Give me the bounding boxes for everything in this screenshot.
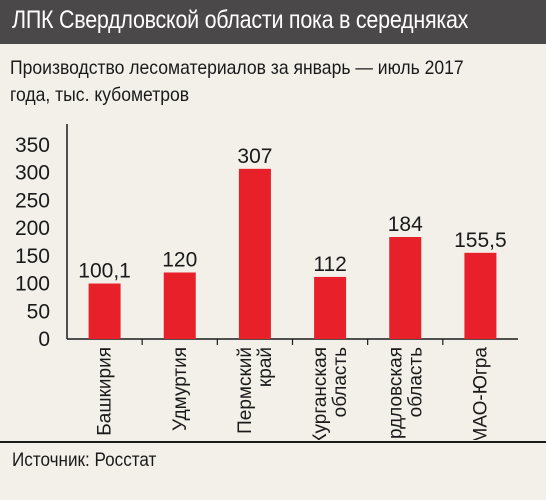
data-label: 120 bbox=[162, 248, 197, 271]
x-tick-label: Пермскийкрай bbox=[235, 347, 276, 434]
bar bbox=[314, 276, 347, 339]
data-label: 100,1 bbox=[78, 260, 131, 283]
x-tick-label: ХМАО-Югра bbox=[470, 347, 491, 440]
bar bbox=[464, 252, 497, 339]
chart-title: ЛПК Свердловской области пока в середняк… bbox=[12, 6, 469, 34]
x-tick-label: Удмуртия bbox=[170, 347, 191, 431]
bar bbox=[389, 237, 422, 339]
y-tick-label: 300 bbox=[15, 162, 50, 185]
footer-divider bbox=[0, 441, 546, 443]
bar bbox=[163, 272, 196, 339]
y-tick-label: 150 bbox=[15, 245, 50, 268]
y-tick-label: 250 bbox=[15, 189, 50, 212]
data-label: 184 bbox=[388, 213, 423, 236]
y-tick-label: 50 bbox=[27, 300, 50, 323]
title-bar: ЛПК Свердловской области пока в середняк… bbox=[0, 0, 546, 44]
bar-chart: 0 50 100 150 200 250 300 350 100,1 Башкирия 120 Удм… bbox=[15, 124, 518, 440]
bar bbox=[238, 168, 271, 339]
data-label: 307 bbox=[237, 145, 272, 168]
y-tick-label: 350 bbox=[15, 134, 50, 157]
source-note: Источник: Росстат bbox=[12, 450, 157, 471]
y-tick-label: 100 bbox=[15, 273, 50, 296]
chart-subtitle: Производство лесоматериалов за январь — … bbox=[10, 57, 464, 106]
y-tick-label: 0 bbox=[38, 328, 50, 351]
x-tick-label: Курганскаяобласть bbox=[310, 347, 351, 440]
data-label: 155,5 bbox=[454, 229, 507, 252]
data-label: 112 bbox=[313, 253, 346, 276]
y-tick-label: 200 bbox=[15, 217, 50, 240]
x-tick-label: Свердловскаяобласть bbox=[385, 347, 426, 440]
bar bbox=[88, 283, 121, 339]
x-tick-label: Башкирия bbox=[95, 347, 116, 436]
